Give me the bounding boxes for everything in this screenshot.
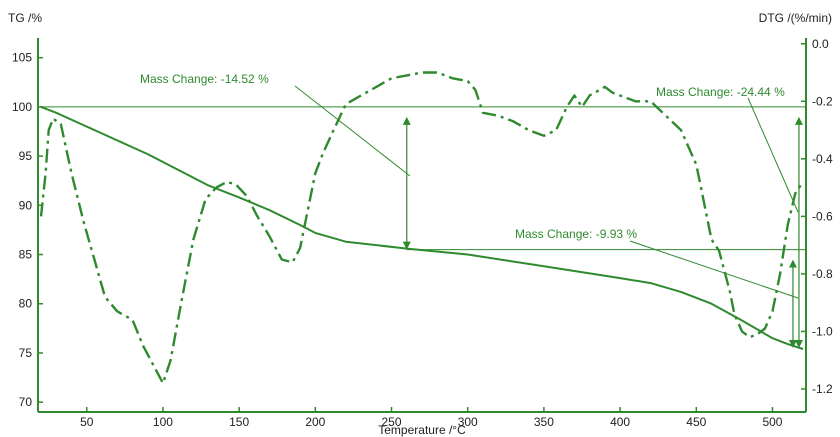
x-tick-label: 250 — [382, 415, 402, 429]
x-tick-label: 50 — [80, 415, 94, 429]
right-tick-label: -1.0 — [812, 324, 833, 338]
x-tick-label: 350 — [534, 415, 554, 429]
annotation-leader-line — [294, 85, 411, 177]
left-tick-label: 85 — [19, 248, 33, 262]
axes: 50 100 150 200 250 300 350 400 450 500 70 75 80 85 90 9… — [12, 37, 833, 429]
x-tick-label: 100 — [153, 415, 173, 429]
right-tick-label: -0.6 — [812, 209, 833, 223]
left-tick-label: 80 — [19, 297, 33, 311]
mass-change-label: Mass Change: -24.44 % — [656, 85, 785, 99]
left-tick-label: 90 — [19, 198, 33, 212]
mass-change-label: Mass Change: -14.52 % — [140, 72, 269, 86]
x-tick-label: 500 — [762, 415, 782, 429]
right-tick-label: 0.0 — [812, 37, 829, 51]
annotation-leader-line — [629, 240, 799, 299]
left-tick-label: 70 — [19, 395, 33, 409]
mass-change-label: Mass Change: -9.93 % — [515, 227, 637, 241]
x-axis-title: Temperature /°C — [378, 423, 466, 437]
left-tick-label: 100 — [12, 100, 32, 114]
x-tick-label: 200 — [305, 415, 325, 429]
left-tick-label: 75 — [19, 346, 33, 360]
dtg-series-line — [39, 71, 804, 385]
left-tick-label: 105 — [12, 51, 32, 65]
plot-series — [39, 71, 804, 385]
x-tick-label: 450 — [686, 415, 706, 429]
right-tick-label: -0.2 — [812, 94, 833, 108]
x-tick-label: 300 — [458, 415, 478, 429]
annotation-leader-line — [747, 97, 799, 213]
x-tick-label: 150 — [229, 415, 249, 429]
right-tick-label: -0.8 — [812, 267, 833, 281]
right-tick-label: -1.2 — [812, 382, 833, 396]
annotations: Mass Change: -14.52 % Mass Change: -24.44… — [38, 72, 806, 349]
right-tick-label: -0.4 — [812, 152, 833, 166]
right-axis-title: DTG /(%/min) — [759, 11, 832, 25]
x-tick-label: 400 — [610, 415, 630, 429]
left-tick-label: 95 — [19, 149, 33, 163]
tg-series-line — [40, 105, 804, 350]
left-axis-title: TG /% — [8, 11, 42, 25]
